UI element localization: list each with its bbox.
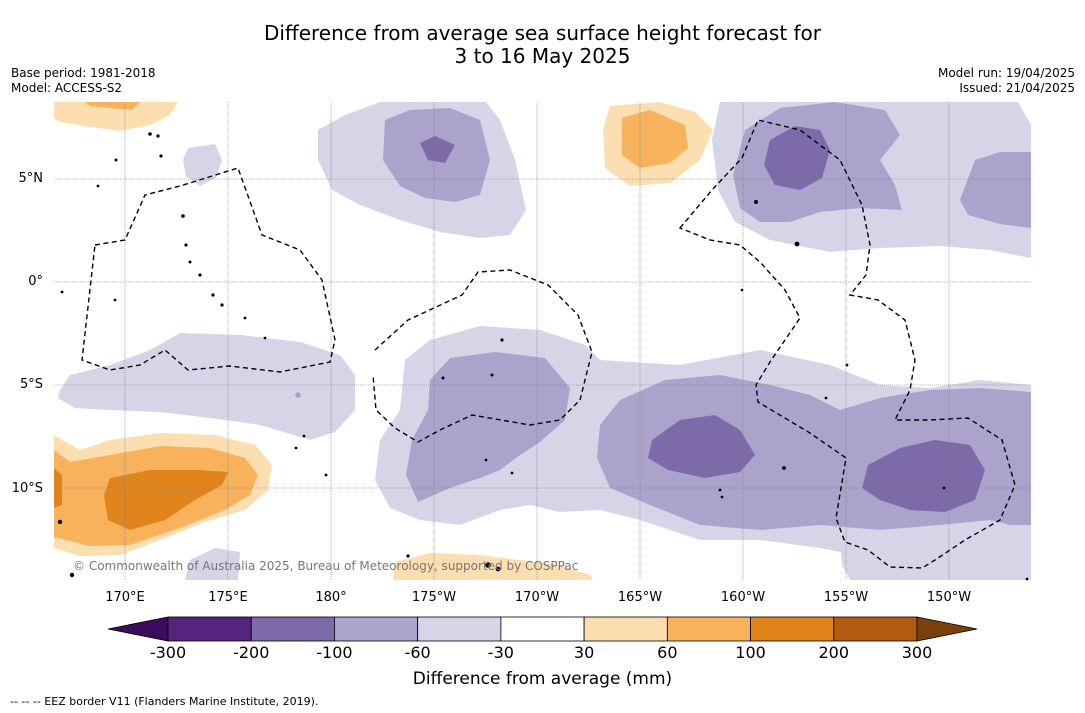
colorbar-cell [833, 616, 918, 642]
colorbar-tick-label: 300 [901, 643, 933, 662]
islands [57, 132, 1029, 581]
anomaly-region [764, 126, 830, 190]
lat-label: 0° [28, 274, 43, 289]
colorbar-over-arrow [916, 616, 978, 642]
anomaly-region [85, 102, 140, 110]
colorbar-cell [334, 616, 419, 642]
anomaly-region [104, 470, 228, 530]
base-period: Base period: 1981-2018 [11, 66, 156, 80]
map-contours [54, 102, 1031, 580]
model-name: Model: ACCESS-S2 [11, 81, 123, 95]
lon-label: 170°W [514, 590, 560, 605]
chart-title-line2: 3 to 16 May 2025 [454, 44, 631, 68]
colorbar-cell [250, 616, 335, 642]
colorbar-cell [417, 616, 502, 642]
colorbar-cell [500, 616, 585, 642]
colorbar-label: Difference from average (mm) [412, 669, 673, 689]
anomaly-region [960, 152, 1031, 228]
anomaly-region [185, 548, 240, 580]
colorbar-cell [583, 616, 668, 642]
colorbar [107, 616, 978, 642]
colorbar-tick-label: 60 [657, 643, 678, 662]
colorbar-tick-label: -300 [149, 643, 187, 662]
colorbar-cell [666, 616, 751, 642]
colorbar-tick-label: 30 [573, 643, 595, 662]
lon-label: 175°E [208, 590, 248, 605]
colorbar-tick-label: -200 [233, 643, 270, 662]
lat-label: 5°N [18, 171, 44, 186]
colorbar-tick-label: -30 [487, 643, 514, 662]
colorbar-tick-label: -60 [404, 643, 431, 662]
anomaly-region [406, 352, 570, 502]
lon-label: 175°W [411, 590, 457, 605]
chart-title-line1: Difference from average sea surface heig… [263, 21, 822, 45]
colorbar-cell [750, 616, 835, 642]
colorbar-tick-label: -100 [316, 643, 353, 662]
lon-label: 165°W [617, 590, 663, 605]
gridlines [54, 102, 1031, 580]
anomaly-region [648, 415, 755, 478]
issued-date: Issued: 21/04/2025 [959, 81, 1075, 95]
lon-label: 150°W [926, 590, 972, 605]
anomaly-region [420, 136, 455, 163]
colorbar-tick-label: 100 [735, 643, 766, 662]
lon-label: 155°W [823, 590, 869, 605]
colorbar-cell [167, 616, 252, 642]
anomaly-region [862, 440, 985, 512]
lon-label: 170°E [105, 590, 145, 605]
lon-label: 160°W [720, 590, 766, 605]
lat-label: 5°S [19, 377, 43, 392]
colorbar-tick-label: 200 [818, 643, 850, 662]
anomaly-region [840, 525, 1031, 580]
copyright-notice: © Commonwealth of Australia 2025, Bureau… [73, 559, 579, 573]
eez-legend: -- -- -- EEZ border V11 (Flanders Marine… [10, 695, 319, 708]
model-run: Model run: 19/04/2025 [937, 66, 1075, 80]
colorbar-under-arrow [107, 616, 169, 642]
anomaly-region [58, 333, 355, 440]
anomaly-region [183, 144, 222, 186]
eez-borders [81, 119, 1016, 569]
lon-label: 180° [315, 590, 347, 605]
lat-label: 10°S [11, 481, 43, 496]
anomaly-region [54, 102, 178, 131]
anomaly-region [393, 553, 593, 580]
anomaly-region [622, 110, 688, 168]
